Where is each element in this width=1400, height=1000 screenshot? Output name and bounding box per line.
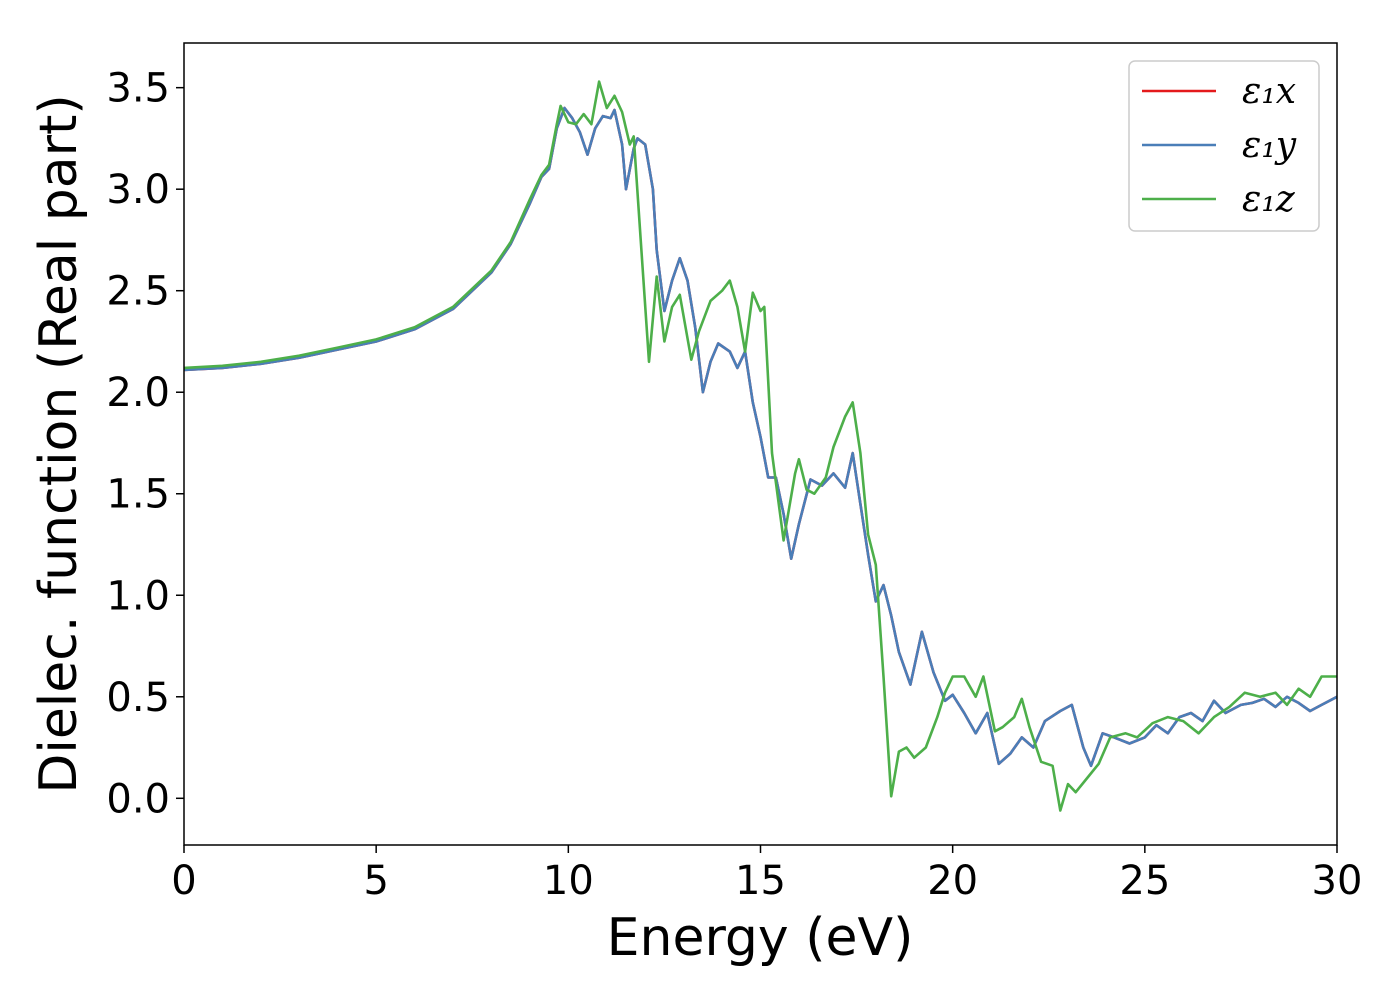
y-axis: 0.0 0.5 1.0 1.5 2.0 2.5 3.0 3.5 <box>106 66 184 822</box>
legend-label-1: ε₁x <box>1242 71 1296 112</box>
y-tick-label: 2.5 <box>106 269 170 315</box>
legend: ε₁x ε₁y ε₁z <box>1128 60 1320 232</box>
legend-label-2: ε₁y <box>1242 125 1297 166</box>
y-tick-label: 1.5 <box>106 472 170 518</box>
y-tick-label: 0.0 <box>106 776 170 822</box>
legend-label-3: ε₁z <box>1242 179 1296 220</box>
x-tick-label: 30 <box>1312 858 1363 904</box>
y-tick-label: 3.0 <box>106 167 170 213</box>
series-line-2 <box>183 106 1338 768</box>
x-tick-label: 25 <box>1119 858 1170 904</box>
x-tick-label: 10 <box>543 858 594 904</box>
x-tick-label: 20 <box>927 858 978 904</box>
x-axis: 0 5 10 15 20 25 30 <box>171 845 1362 904</box>
x-tick-label: 0 <box>171 858 196 904</box>
y-axis-label: Dielec. function (Real part) <box>29 94 89 793</box>
legend-box <box>1128 60 1320 232</box>
series-layer <box>183 80 1338 812</box>
series-line-3 <box>183 80 1337 812</box>
y-tick-label: 0.5 <box>106 675 170 721</box>
y-tick-label: 2.0 <box>106 370 170 416</box>
x-tick-label: 5 <box>363 858 388 904</box>
x-tick-label: 15 <box>735 858 786 904</box>
y-tick-label: 3.5 <box>106 66 170 112</box>
y-tick-label: 1.0 <box>106 573 170 619</box>
x-axis-label: Energy (eV) <box>607 908 914 968</box>
